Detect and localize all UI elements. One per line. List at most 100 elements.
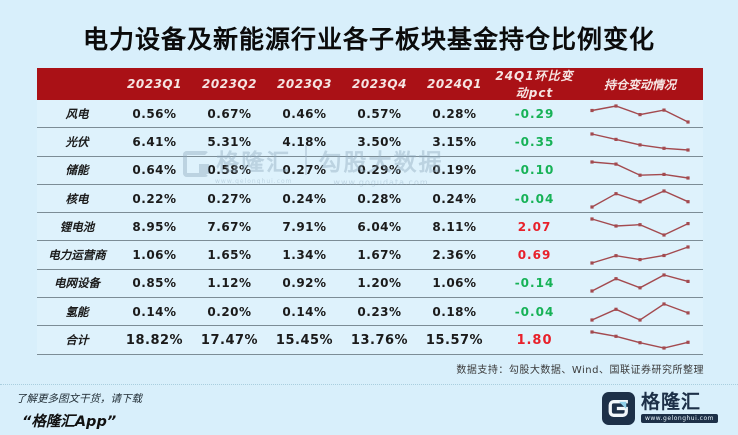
- holding-value: 1.67%: [357, 248, 402, 263]
- sparkline-marker: [590, 204, 594, 209]
- holding-value: 6.41%: [132, 134, 177, 149]
- change-value: 2.07: [517, 219, 552, 234]
- holding-value: 3.50%: [357, 134, 402, 149]
- holding-value: 1.20%: [357, 276, 402, 291]
- sparkline-marker: [686, 221, 690, 226]
- table-row: 光伏 6.41% 5.31% 4.18% 3.50% 3.15% -0.35: [37, 128, 703, 157]
- holding-value: 0.14%: [282, 304, 327, 319]
- holding-trend-sparkline: [590, 104, 690, 124]
- change-value: -0.14: [514, 276, 555, 291]
- change-value: 0.69: [517, 248, 552, 263]
- sparkline-marker: [662, 273, 666, 278]
- holding-value: 13.76%: [350, 332, 409, 348]
- holding-value: 0.19%: [432, 163, 477, 178]
- holding-value: 6.04%: [357, 219, 402, 234]
- sparkline-marker: [590, 330, 594, 334]
- table-row: 锂电池 8.95% 7.67% 7.91% 6.04% 8.11% 2.07: [37, 213, 703, 242]
- sparkline-marker: [638, 143, 642, 147]
- holding-value: 15.57%: [425, 332, 484, 348]
- trend-cell: [577, 157, 703, 183]
- holding-value: 8.11%: [432, 219, 477, 234]
- holdings-table: 2023Q1 2023Q2 2023Q3 2023Q4 2024Q1 24Q1环比变动pc…: [37, 68, 703, 355]
- holding-value: 0.57%: [357, 106, 402, 121]
- sparkline-marker: [662, 233, 666, 237]
- brand-logo-block: 格隆汇 www.gelonghui.com: [601, 392, 718, 425]
- holding-value: 0.27%: [282, 163, 327, 178]
- trend-cell: [577, 270, 703, 296]
- table-row: 电力运营商 1.06% 1.65% 1.34% 1.67% 2.36% 0.69: [37, 241, 703, 270]
- sparkline-marker: [638, 173, 642, 178]
- row-label: 储能: [65, 163, 89, 178]
- sparkline-marker: [614, 334, 618, 338]
- holding-value: 1.06%: [432, 276, 477, 291]
- sparkline-marker: [638, 199, 642, 203]
- sparkline-marker: [614, 137, 618, 141]
- row-label: 电网设备: [54, 276, 100, 291]
- holding-value: 1.65%: [207, 248, 252, 263]
- promo-text: 了解更多图文干货，请下载: [16, 393, 142, 405]
- change-value: -0.04: [514, 191, 555, 206]
- gelonghui-logo-icon: [601, 392, 635, 425]
- header-cell-trend: 持仓变动情况: [603, 77, 676, 92]
- sparkline-marker: [662, 302, 666, 306]
- promo-app-name: “格隆汇App”: [22, 414, 117, 430]
- holding-value: 0.14%: [132, 304, 177, 319]
- holding-value: 0.28%: [432, 106, 477, 121]
- holding-value: 1.12%: [207, 276, 252, 291]
- row-label: 核电: [65, 191, 89, 206]
- table-row: 氢能 0.14% 0.20% 0.14% 0.23% 0.18% -0.04: [37, 298, 703, 327]
- holding-trend-sparkline: [590, 302, 690, 322]
- sparkline-marker: [686, 245, 690, 249]
- sparkline-marker: [686, 199, 690, 203]
- trend-cell: [577, 299, 703, 325]
- holding-value: 15.45%: [275, 332, 334, 348]
- holding-value: 0.46%: [282, 106, 327, 121]
- trend-cell: [577, 327, 703, 353]
- holding-value: 0.92%: [282, 276, 327, 291]
- change-value: -0.04: [514, 304, 555, 319]
- table-row: 风电 0.56% 0.67% 0.46% 0.57% 0.28% -0.29: [37, 100, 703, 129]
- holding-value: 4.18%: [282, 134, 327, 149]
- sparkline-marker: [614, 162, 618, 166]
- holding-value: 0.85%: [132, 276, 177, 291]
- sparkline-marker: [686, 280, 690, 284]
- holding-value: 0.20%: [207, 304, 252, 319]
- holding-value: 0.24%: [282, 191, 327, 206]
- sparkline-marker: [662, 346, 666, 350]
- header-cell-quarter-2023Q3: 2023Q3: [277, 77, 332, 91]
- change-value: -0.10: [514, 163, 555, 178]
- holding-trend-sparkline: [590, 188, 690, 209]
- header-cell-quarter-2023Q1: 2023Q1: [127, 77, 182, 91]
- holding-value: 0.18%: [432, 304, 477, 319]
- promo-block: 了解更多图文干货，请下载 “格隆汇App”: [16, 391, 142, 431]
- holding-trend-sparkline: [590, 245, 690, 265]
- holding-trend-sparkline: [590, 217, 690, 237]
- row-label: 电力运营商: [48, 248, 106, 263]
- dotted-divider: [0, 384, 738, 385]
- holding-value: 0.56%: [132, 106, 177, 121]
- row-label: 锂电池: [59, 219, 95, 234]
- holding-value: 0.58%: [207, 163, 252, 178]
- sparkline-marker: [686, 148, 690, 152]
- row-label: 风电: [65, 106, 89, 121]
- change-value: 1.80: [516, 332, 553, 348]
- change-value: -0.29: [514, 106, 555, 121]
- holding-value: 2.36%: [432, 248, 477, 263]
- sparkline-marker: [686, 176, 690, 180]
- row-label: 合计: [65, 333, 89, 348]
- header-cell-change: 24Q1环比变动pct: [495, 69, 574, 100]
- holding-value: 0.24%: [432, 191, 477, 206]
- row-label: 氢能: [65, 304, 89, 319]
- sparkline-marker: [590, 289, 594, 294]
- sparkline-marker: [638, 258, 642, 262]
- table-header-row: 2023Q1 2023Q2 2023Q3 2023Q4 2024Q1 24Q1环比变动pc…: [37, 68, 703, 100]
- holding-value: 0.67%: [207, 106, 252, 121]
- sparkline-marker: [590, 160, 594, 164]
- trend-cell: [577, 242, 703, 268]
- sparkline-marker: [590, 108, 594, 112]
- sparkline-marker: [614, 224, 618, 228]
- sparkline-marker: [590, 217, 594, 221]
- sparkline-marker: [590, 318, 594, 322]
- sparkline-marker: [638, 112, 642, 116]
